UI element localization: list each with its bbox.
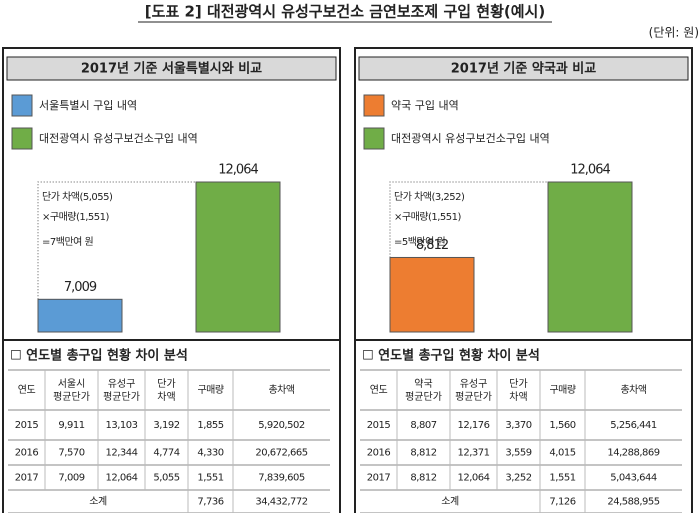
bar-label: 7,009 bbox=[64, 280, 97, 295]
bar bbox=[37, 298, 123, 333]
table-cell: 2017 bbox=[15, 473, 39, 484]
table-cell: 7,736 bbox=[197, 497, 223, 508]
bar bbox=[195, 181, 281, 333]
table-cell: 20,672,665 bbox=[255, 448, 307, 459]
note-line: 단가 차액(3,252) bbox=[394, 191, 465, 203]
table-cell: 12,064 bbox=[106, 473, 138, 484]
table-cell: 34,432,772 bbox=[255, 497, 307, 508]
panel-frame bbox=[354, 47, 693, 513]
table-cell: 8,807 bbox=[410, 420, 436, 431]
legend-label: 대전광역시 유성구보건소구입 내역 bbox=[39, 132, 198, 145]
legend-swatch bbox=[11, 127, 33, 150]
table-header: 유성구 평균단가 bbox=[455, 378, 492, 403]
note-line: =7백만여 원 bbox=[42, 236, 94, 248]
note-box bbox=[37, 181, 196, 300]
table-cell: 총차액 bbox=[620, 384, 646, 396]
table-cell: 2015 bbox=[15, 420, 39, 431]
table-header: 단가 차액 bbox=[157, 378, 175, 403]
legend-label: 서울특별시 구입 내역 bbox=[39, 99, 137, 112]
bar bbox=[389, 256, 475, 333]
table-cell: 총차액 bbox=[268, 384, 294, 396]
legend-swatch bbox=[363, 127, 385, 150]
panel-header-box bbox=[358, 56, 689, 81]
table-cell: 12,371 bbox=[458, 448, 490, 459]
table-cell: 9,911 bbox=[58, 420, 84, 431]
table-cell: 2017 bbox=[367, 473, 391, 484]
table-cell: 5,920,502 bbox=[258, 420, 305, 431]
unit-label: (단위: 원) bbox=[649, 26, 699, 40]
table-cell: 7,570 bbox=[58, 448, 84, 459]
page-title: [도표 2] 대전광역시 유성구보건소 금연보조제 구입 현황(예시) bbox=[145, 3, 545, 21]
table-cell: 2016 bbox=[15, 448, 39, 459]
section-title: ☐ 연도별 총구입 현황 차이 분석 bbox=[362, 348, 540, 364]
table-cell: 3,559 bbox=[505, 448, 531, 459]
table-cell: 12,176 bbox=[458, 420, 490, 431]
table-cell: 12,064 bbox=[458, 473, 490, 484]
note-line: ×구매량(1,551) bbox=[42, 211, 110, 223]
note-box bbox=[389, 181, 548, 258]
table-cell: 7,839,605 bbox=[258, 473, 305, 484]
table-cell: 3,252 bbox=[505, 473, 531, 484]
legend-swatch bbox=[363, 94, 385, 117]
table-cell: 14,288,869 bbox=[607, 448, 659, 459]
table-cell: 7,126 bbox=[549, 497, 575, 508]
legend-swatch bbox=[11, 94, 33, 117]
bar-label: 12,064 bbox=[570, 163, 610, 178]
table-cell: 4,015 bbox=[549, 448, 575, 459]
table-header: 단가 차액 bbox=[509, 378, 527, 403]
table-cell: 12,344 bbox=[106, 448, 138, 459]
panel-header: 2017년 기준 약국과 비교 bbox=[451, 61, 596, 77]
bar-label: 8,812 bbox=[416, 238, 448, 253]
table-cell: 2015 bbox=[367, 420, 391, 431]
table-header: 유성구 평균단가 bbox=[103, 378, 140, 403]
table-header: 서울시 평균단가 bbox=[53, 378, 90, 403]
note-line: ×구매량(1,551) bbox=[394, 211, 462, 223]
section-title: ☐ 연도별 총구입 현황 차이 분석 bbox=[10, 348, 188, 364]
panel-header: 2017년 기준 서울특별시와 비교 bbox=[81, 61, 262, 77]
table-cell: 5,256,441 bbox=[610, 420, 657, 431]
table-header: 약국 평균단가 bbox=[405, 378, 442, 403]
table-cell: 24,588,955 bbox=[607, 497, 659, 508]
table-cell: 1,551 bbox=[549, 473, 575, 484]
table-cell: 3,192 bbox=[153, 420, 179, 431]
table-cell: 13,103 bbox=[106, 420, 138, 431]
table-cell: 구매량 bbox=[197, 384, 223, 396]
table-cell: 1,551 bbox=[197, 473, 223, 484]
table-cell: 3,370 bbox=[505, 420, 531, 431]
table-cell: 연도 bbox=[18, 384, 36, 396]
table-cell: 연도 bbox=[370, 384, 388, 396]
table-cell: 1,560 bbox=[549, 420, 575, 431]
table-cell: 7,009 bbox=[58, 473, 84, 484]
table-cell: 소계 bbox=[89, 496, 107, 508]
legend-label: 대전광역시 유성구보건소구입 내역 bbox=[391, 132, 550, 145]
table-cell: 1,855 bbox=[197, 420, 223, 431]
panel-frame bbox=[2, 47, 341, 513]
note-line: =5백만여 원 bbox=[394, 236, 446, 248]
note-line: 단가 차액(5,055) bbox=[42, 191, 113, 203]
bar-label: 12,064 bbox=[218, 163, 258, 178]
table-cell: 2016 bbox=[367, 448, 391, 459]
table-cell: 4,774 bbox=[153, 448, 179, 459]
table-cell: 5,043,644 bbox=[610, 473, 657, 484]
panel-header-box bbox=[6, 56, 337, 81]
legend-label: 약국 구입 내역 bbox=[391, 98, 459, 112]
table-cell: 4,330 bbox=[197, 448, 223, 459]
table-cell: 8,812 bbox=[410, 448, 436, 459]
table-cell: 5,055 bbox=[153, 473, 179, 484]
bar bbox=[547, 181, 633, 333]
table-cell: 소계 bbox=[441, 496, 459, 508]
table-cell: 구매량 bbox=[549, 384, 575, 396]
table-cell: 8,812 bbox=[410, 473, 436, 484]
